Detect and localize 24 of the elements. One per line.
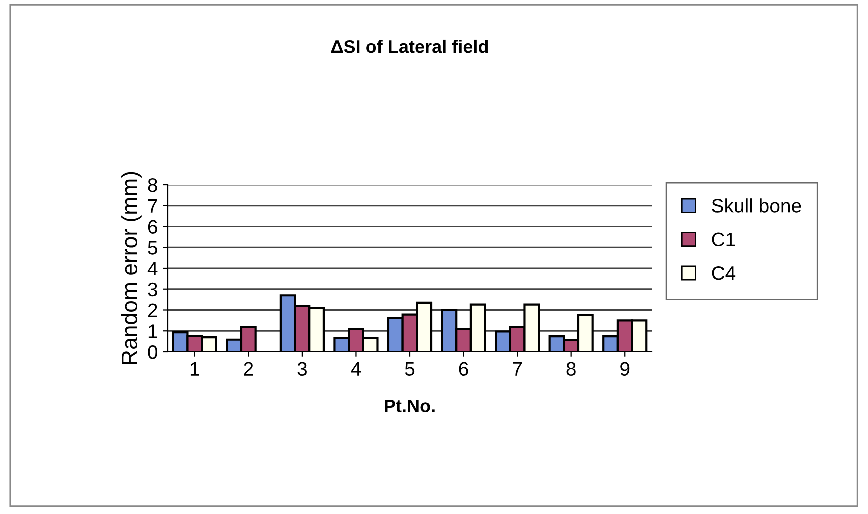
x-tick-label: 4 bbox=[351, 362, 362, 376]
y-tick-label: 2 bbox=[148, 304, 158, 318]
y-tick-label: 5 bbox=[148, 241, 158, 255]
x-tick-label: 5 bbox=[405, 362, 415, 376]
y-tick-label: 7 bbox=[148, 200, 158, 213]
x-tick-label: 3 bbox=[298, 362, 307, 376]
chart-title: ΔSI of Lateral field bbox=[332, 40, 488, 54]
x-tick-label: 7 bbox=[513, 362, 522, 376]
legend-label: Skull bone bbox=[712, 198, 802, 213]
x-tick-label: 1 bbox=[190, 362, 200, 376]
legend-label: C4 bbox=[712, 266, 736, 280]
y-tick-label: 3 bbox=[148, 282, 158, 297]
legend-label: C1 bbox=[712, 232, 736, 247]
y-tick-label: 6 bbox=[148, 220, 158, 234]
y-tick-label: 8 bbox=[148, 178, 158, 192]
x-axis-title: Pt.No. bbox=[385, 400, 435, 413]
x-tick-label: 2 bbox=[244, 362, 254, 376]
y-tick-label: 4 bbox=[148, 262, 158, 276]
x-tick-label: 8 bbox=[566, 362, 576, 376]
y-tick-label: 0 bbox=[148, 345, 158, 360]
x-tick-label: 6 bbox=[459, 362, 468, 376]
y-axis-title: Random error (mm) bbox=[121, 172, 142, 364]
y-tick-label: 1 bbox=[148, 324, 158, 338]
x-tick-label: 9 bbox=[620, 362, 630, 376]
